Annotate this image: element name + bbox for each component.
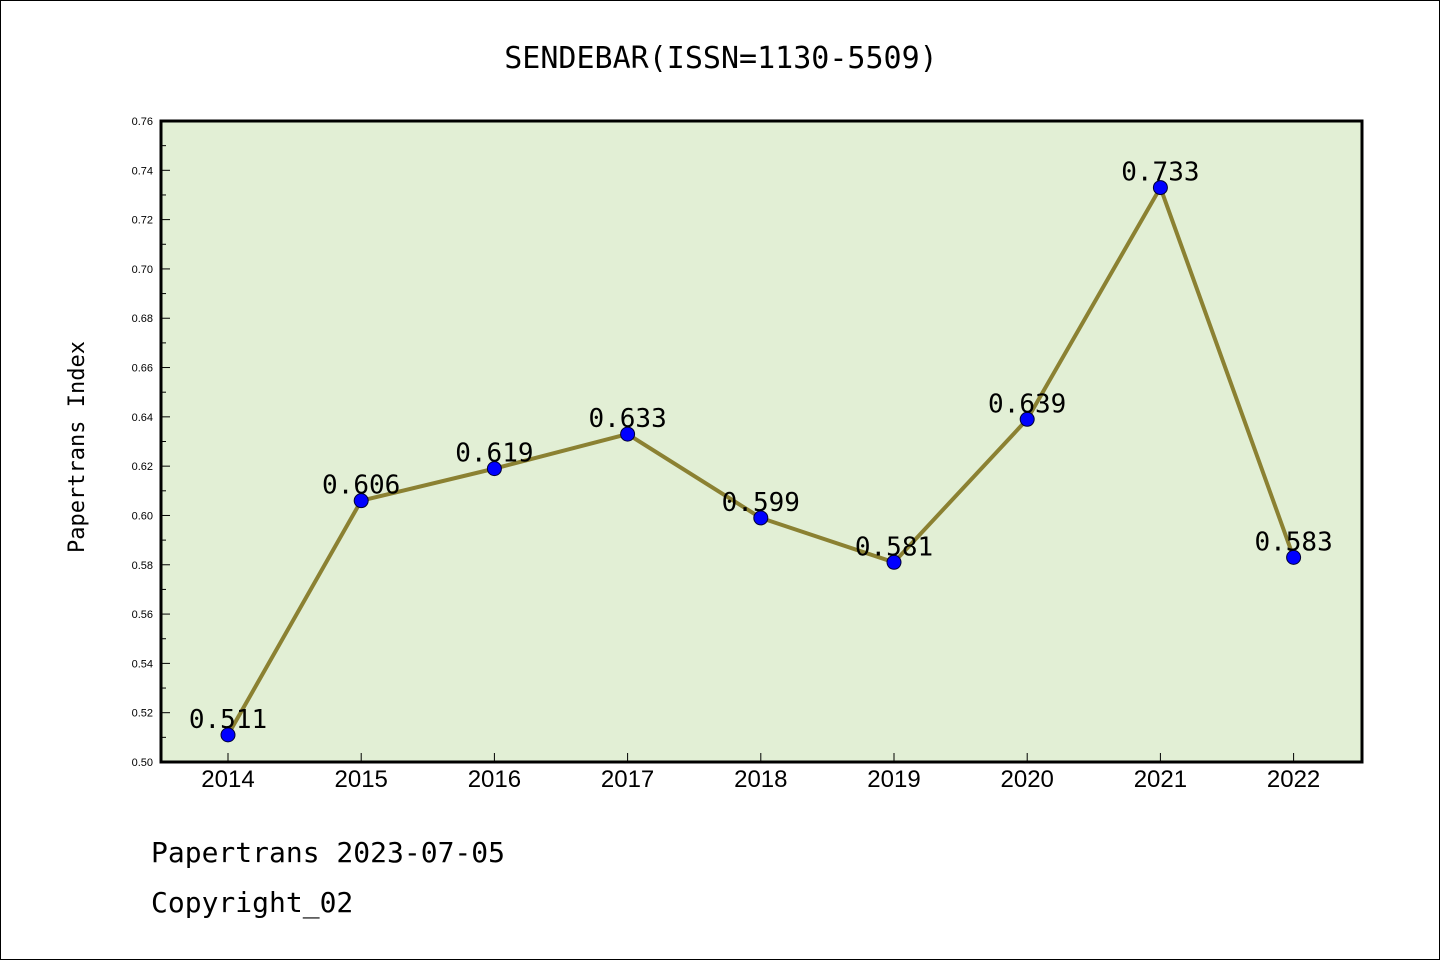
- data-label: 0.606: [322, 471, 400, 501]
- y-tick-label: 0.72: [132, 215, 153, 227]
- y-tick-label: 0.76: [132, 116, 153, 128]
- plot-border: [159, 119, 1364, 764]
- data-label: 0.581: [855, 532, 933, 562]
- data-point: [1152, 180, 1168, 196]
- data-point: [886, 554, 902, 570]
- x-tick-label: 2021: [1134, 766, 1187, 793]
- footer-date: Papertrans 2023-07-05: [151, 836, 506, 869]
- y-axis-ticks: 0.50 0.52 0.54 0.56 0.58 0.60 0.62 0.64 0.66 0.68…: [132, 116, 170, 769]
- y-tick-label: 0.70: [132, 264, 153, 276]
- data-point: [1286, 549, 1302, 565]
- x-tick-label: 2017: [601, 766, 654, 793]
- data-label: 0.511: [189, 705, 267, 735]
- data-point: [1019, 411, 1035, 427]
- y-tick-label: 0.50: [132, 757, 153, 769]
- y-tick-label: 0.68: [132, 313, 153, 325]
- x-tick-label: 2015: [335, 766, 388, 793]
- y-tick-label: 0.56: [132, 609, 153, 621]
- data-labels: 0.511 0.606 0.619 0.633 0.599 0.581 0.639 0.733…: [189, 158, 1333, 735]
- y-tick-label: 0.54: [132, 658, 153, 670]
- footer-copyright: Copyright_02: [151, 886, 354, 919]
- data-label: 0.639: [988, 389, 1066, 419]
- data-label: 0.619: [455, 439, 533, 469]
- data-point: [220, 727, 236, 743]
- chart-title: SENDEBAR(ISSN=1130-5509): [504, 41, 937, 76]
- y-tick-label: 0.60: [132, 510, 153, 522]
- data-point: [620, 426, 636, 442]
- y-axis-label: Papertrans Index: [65, 341, 90, 553]
- data-point: [753, 510, 769, 526]
- y-tick-label: 0.64: [132, 412, 153, 424]
- y-tick-label: 0.74: [132, 165, 153, 177]
- x-tick-label: 2019: [867, 766, 920, 793]
- x-tick-label: 2016: [468, 766, 521, 793]
- data-point: [353, 493, 369, 509]
- data-point: [486, 461, 502, 477]
- data-label: 0.599: [722, 488, 800, 518]
- x-tick-label: 2022: [1267, 766, 1320, 793]
- y-tick-label: 0.58: [132, 560, 153, 572]
- x-axis-ticks: 2014 2015 2016 2017 2018 2019 2020 2021 2022: [201, 753, 1320, 793]
- x-tick-label: 2018: [734, 766, 787, 793]
- y-tick-label: 0.66: [132, 363, 153, 375]
- x-tick-label: 2020: [1001, 766, 1054, 793]
- data-label: 0.633: [588, 404, 666, 434]
- data-label: 0.583: [1254, 527, 1332, 557]
- data-markers: [220, 180, 1302, 743]
- data-label: 0.733: [1121, 158, 1199, 188]
- y-tick-label: 0.52: [132, 708, 153, 720]
- plot-area: [161, 121, 1362, 762]
- x-tick-label: 2014: [201, 766, 254, 793]
- y-tick-label: 0.62: [132, 461, 153, 473]
